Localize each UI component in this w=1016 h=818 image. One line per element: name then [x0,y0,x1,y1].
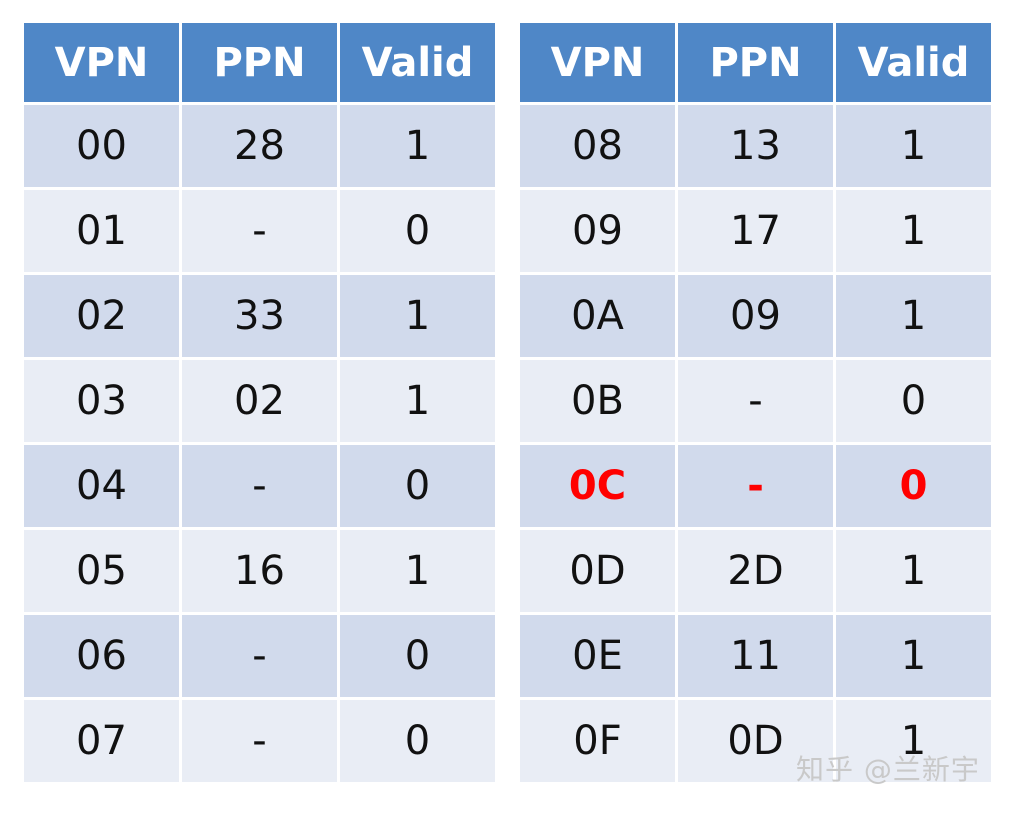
ppn-cell: 02 [182,360,337,442]
table-row: 03 02 1 [24,360,495,442]
ppn-cell: 16 [182,530,337,612]
valid-cell-highlighted: 0 [836,445,991,527]
table-row: 0E 11 1 [520,615,991,697]
valid-cell: 1 [340,360,495,442]
table-row: 05 16 1 [24,530,495,612]
vpn-cell-highlighted: 0C [520,445,675,527]
valid-cell: 1 [836,275,991,357]
table-header-row: VPN PPN Valid [24,23,495,102]
valid-cell: 1 [340,275,495,357]
table-row: 08 13 1 [520,105,991,187]
valid-cell: 1 [836,700,991,782]
header-vpn: VPN [24,23,179,102]
header-ppn: PPN [182,23,337,102]
ppn-cell: 0D [678,700,833,782]
valid-cell: 1 [836,105,991,187]
table-row: 0A 09 1 [520,275,991,357]
valid-cell: 1 [836,530,991,612]
header-valid: Valid [836,23,991,102]
ppn-cell: 17 [678,190,833,272]
vpn-cell: 03 [24,360,179,442]
vpn-cell: 0A [520,275,675,357]
valid-cell: 0 [340,445,495,527]
ppn-cell-highlighted: - [678,445,833,527]
ppn-cell: - [182,190,337,272]
table-row: 04 - 0 [24,445,495,527]
watermark: 知乎 @兰新宇 [796,753,980,786]
vpn-cell: 0D [520,530,675,612]
vpn-cell: 06 [24,615,179,697]
table-header-row: VPN PPN Valid [520,23,991,102]
vpn-cell: 09 [520,190,675,272]
vpn-cell: 02 [24,275,179,357]
table-row: 01 - 0 [24,190,495,272]
ppn-cell: 11 [678,615,833,697]
vpn-cell: 0E [520,615,675,697]
vpn-cell: 0F [520,700,675,782]
valid-cell: 1 [340,530,495,612]
vpn-cell: 08 [520,105,675,187]
valid-cell: 0 [340,700,495,782]
valid-cell: 0 [340,615,495,697]
ppn-cell: 28 [182,105,337,187]
ppn-cell: 13 [678,105,833,187]
page-table-left: VPN PPN Valid 00 28 1 01 - 0 02 33 1 03 … [21,20,498,785]
ppn-cell: - [678,360,833,442]
valid-cell: 1 [340,105,495,187]
table-row: 07 - 0 [24,700,495,782]
table-row: 06 - 0 [24,615,495,697]
ppn-cell: 2D [678,530,833,612]
ppn-cell: - [182,700,337,782]
page-table-right: VPN PPN Valid 08 13 1 09 17 1 0A 09 1 0B… [517,20,994,785]
vpn-cell: 04 [24,445,179,527]
header-ppn: PPN [678,23,833,102]
valid-cell: 0 [836,360,991,442]
table-row: 02 33 1 [24,275,495,357]
ppn-cell: - [182,445,337,527]
table-row: 09 17 1 [520,190,991,272]
valid-cell: 0 [340,190,495,272]
ppn-cell: 33 [182,275,337,357]
table-row: 0D 2D 1 [520,530,991,612]
header-vpn: VPN [520,23,675,102]
vpn-cell: 05 [24,530,179,612]
ppn-cell: - [182,615,337,697]
ppn-cell: 09 [678,275,833,357]
valid-cell: 1 [836,615,991,697]
valid-cell: 1 [836,190,991,272]
table-row: 0B - 0 [520,360,991,442]
vpn-cell: 07 [24,700,179,782]
vpn-cell: 0B [520,360,675,442]
vpn-cell: 00 [24,105,179,187]
table-row-highlighted: 0C - 0 [520,445,991,527]
table-row: 00 28 1 [24,105,495,187]
table-row: 0F 0D 1 [520,700,991,782]
header-valid: Valid [340,23,495,102]
vpn-cell: 01 [24,190,179,272]
